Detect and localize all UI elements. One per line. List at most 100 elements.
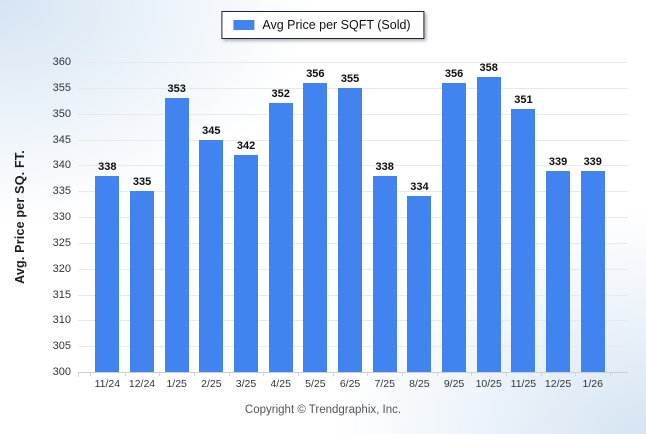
x-axis-tick bbox=[506, 372, 507, 376]
y-axis-tick-labels: 360 355 350 345 340 335 330 325 320 315 310 305 300 bbox=[0, 56, 71, 378]
x-axis-tick bbox=[402, 372, 403, 376]
y-tick-label: 360 bbox=[52, 56, 71, 68]
bar bbox=[268, 103, 293, 372]
bar-series: 338 335 353 345 342 352 356 355 338 334 356 358 351 3… bbox=[90, 62, 610, 372]
gridline bbox=[78, 372, 628, 373]
bar-value-label: 334 bbox=[410, 181, 429, 194]
bar-value-label: 345 bbox=[202, 124, 221, 137]
bar-column: 339 bbox=[575, 62, 610, 372]
bar-value-label: 356 bbox=[444, 67, 464, 80]
y-tick-label: 315 bbox=[52, 288, 71, 301]
bar-value-label: 335 bbox=[132, 176, 152, 189]
y-tick-label: 355 bbox=[52, 81, 71, 94]
y-tick-label: 345 bbox=[52, 133, 71, 146]
x-axis-tick bbox=[610, 372, 611, 376]
x-tick-label: 3/25 bbox=[235, 378, 257, 390]
y-tick-label: 335 bbox=[52, 185, 71, 198]
x-tick-label: 1/25 bbox=[166, 378, 187, 390]
x-axis-tick bbox=[90, 372, 91, 376]
bar-column: 335 bbox=[125, 62, 160, 372]
x-tick-label: 8/25 bbox=[409, 378, 430, 390]
x-axis-tick bbox=[194, 372, 195, 376]
bar-value-label: 339 bbox=[548, 155, 568, 168]
y-tick-label: 320 bbox=[52, 262, 71, 275]
x-axis-tick bbox=[540, 372, 542, 376]
y-tick-label: 340 bbox=[52, 159, 71, 172]
x-tick-label: 9/25 bbox=[443, 378, 465, 390]
bar bbox=[546, 170, 571, 372]
copyright-text: Copyright © Trendgraphix, Inc. bbox=[244, 404, 402, 416]
y-tick-label: 330 bbox=[52, 211, 71, 223]
bar-column: 338 bbox=[90, 62, 125, 372]
x-axis-tick bbox=[298, 372, 299, 376]
x-tick-label: 11/24 bbox=[94, 378, 121, 390]
bar bbox=[442, 82, 467, 372]
bar bbox=[130, 191, 154, 372]
bar-column: 358 bbox=[471, 62, 506, 372]
bar bbox=[372, 175, 397, 372]
bar-value-label: 355 bbox=[340, 72, 360, 85]
x-tick-label: 1/26 bbox=[582, 378, 603, 390]
legend-label: Avg Price per SQFT (Sold) bbox=[262, 18, 411, 32]
x-tick-label: 12/25 bbox=[544, 378, 572, 390]
bar-column: 352 bbox=[263, 62, 298, 372]
bar bbox=[338, 87, 363, 372]
bar-value-label: 338 bbox=[98, 160, 117, 173]
x-axis-tick bbox=[228, 372, 230, 376]
bar-column: 356 bbox=[298, 62, 333, 372]
bar bbox=[199, 139, 224, 372]
bar-column: 356 bbox=[437, 62, 472, 372]
bar-column: 353 bbox=[159, 62, 194, 372]
y-tick-label: 350 bbox=[52, 107, 71, 120]
x-tick-label: 10/25 bbox=[475, 378, 502, 390]
bar bbox=[580, 170, 605, 372]
x-axis-tick-labels: 11/24 12/24 1/25 2/25 3/25 4/25 5/25 6/25 7/25 8/… bbox=[90, 378, 610, 390]
y-tick-label: 300 bbox=[52, 366, 71, 378]
y-tick-label: 325 bbox=[52, 236, 71, 249]
bar bbox=[511, 108, 536, 372]
bar-column: 345 bbox=[194, 62, 229, 372]
bar-column: 351 bbox=[506, 62, 541, 372]
y-tick-label: 305 bbox=[52, 340, 71, 353]
bar bbox=[95, 175, 120, 372]
bar-value-label: 338 bbox=[375, 160, 394, 173]
bar-column: 355 bbox=[333, 62, 368, 372]
x-tick-label: 4/25 bbox=[270, 378, 291, 390]
gridline bbox=[78, 62, 628, 63]
bar-value-label: 339 bbox=[583, 155, 602, 168]
x-tick-label: 2/25 bbox=[201, 378, 222, 390]
x-axis-ticks bbox=[90, 372, 611, 377]
bar-column: 339 bbox=[541, 62, 576, 372]
bar-value-label: 352 bbox=[271, 88, 290, 101]
x-tick-label: 11/25 bbox=[510, 378, 537, 390]
legend-swatch-icon bbox=[233, 20, 255, 30]
legend: Avg Price per SQFT (Sold) bbox=[221, 11, 425, 39]
y-tick-label: 310 bbox=[52, 314, 71, 327]
bar-value-label: 342 bbox=[236, 140, 256, 152]
bar bbox=[476, 77, 501, 372]
bar-value-label: 356 bbox=[306, 67, 325, 80]
bar-column: 338 bbox=[367, 62, 402, 372]
x-axis-tick bbox=[575, 372, 577, 376]
x-axis-tick bbox=[436, 372, 438, 376]
bar-column: 342 bbox=[229, 62, 264, 372]
x-axis-tick bbox=[159, 372, 161, 376]
bar-value-label: 358 bbox=[479, 62, 498, 74]
x-axis-tick bbox=[332, 372, 334, 376]
x-axis-tick bbox=[471, 372, 473, 376]
bar bbox=[407, 196, 432, 372]
bar-value-label: 353 bbox=[167, 83, 186, 96]
x-tick-label: 5/25 bbox=[305, 378, 326, 390]
x-axis-tick bbox=[124, 372, 126, 376]
x-tick-label: 7/25 bbox=[374, 378, 395, 390]
bar-value-label: 351 bbox=[514, 93, 533, 106]
bar-column: 334 bbox=[402, 62, 437, 372]
bar bbox=[303, 82, 328, 372]
bar bbox=[164, 98, 189, 372]
bar bbox=[234, 155, 259, 372]
x-tick-label: 6/25 bbox=[339, 378, 361, 390]
x-tick-label: 12/24 bbox=[128, 378, 156, 390]
x-axis-tick bbox=[367, 372, 369, 376]
axis-edge-tick bbox=[78, 372, 79, 377]
x-axis-tick bbox=[263, 372, 265, 376]
